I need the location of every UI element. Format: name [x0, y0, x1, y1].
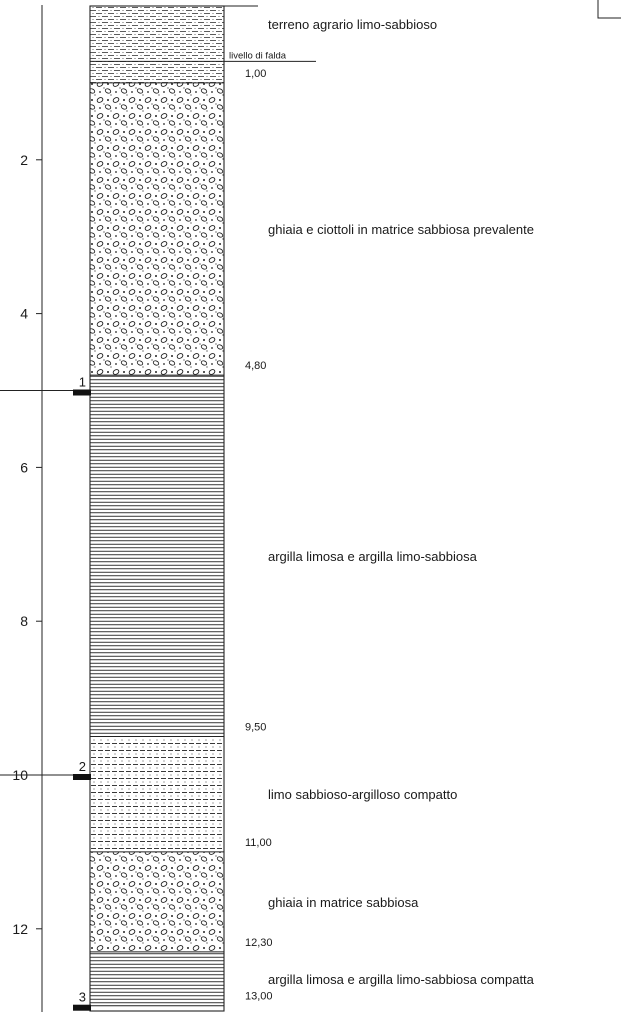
layer-description: ghiaia in matrice sabbiosa: [268, 895, 419, 910]
sample-marker: [73, 774, 91, 780]
layer-boundary-depth: 12,30: [245, 937, 273, 949]
water-table: livello di falda: [90, 50, 316, 62]
depth-tick-label: 8: [20, 613, 28, 629]
layer-description: ghiaia e ciottoli in matrice sabbiosa pr…: [268, 222, 534, 237]
depth-tick-label: 2: [20, 152, 28, 168]
sample-marker: [73, 1004, 91, 1011]
layer-boundary-depth: 1,00: [245, 68, 266, 80]
layer-boundary-depth: 13,00: [245, 991, 273, 1003]
depth-tick-label: 6: [20, 459, 28, 475]
frame-corner: [597, 0, 621, 19]
layer-boundary-depth: 4,80: [245, 360, 266, 372]
sample-label: 3: [79, 990, 86, 1005]
layer-silty-sand-fill: [90, 6, 224, 83]
sample-label: 2: [79, 759, 86, 774]
layer-boundary-depth: 11,00: [245, 837, 272, 849]
layer-description: argilla limosa e argilla limo-sabbiosa c…: [268, 972, 535, 987]
sample-label: 1: [79, 375, 86, 390]
layer-description: terreno agrario limo-sabbioso: [268, 17, 437, 32]
layer-silt-fill: [90, 736, 224, 852]
layer-boundary-depth: 9,50: [245, 722, 266, 734]
layer-clay-fill: [90, 375, 224, 737]
layer-description: argilla limosa e argilla limo-sabbiosa: [268, 549, 478, 564]
layer-labels: 1,00 terreno agrario limo-sabbioso 4,80 ghi…: [245, 17, 535, 1003]
layer-clay-fill: [90, 951, 224, 1006]
layer-gravel-fill: [90, 851, 224, 952]
layer-description: limo sabbioso-argilloso compatto: [268, 787, 457, 802]
depth-tick-label: 4: [20, 306, 28, 322]
layers: [90, 6, 224, 1007]
sample-marker: [73, 389, 91, 396]
layer-gravel-fill: [90, 82, 224, 376]
depth-tick-label: 12: [12, 921, 28, 937]
water-table-label: livello di falda: [229, 50, 287, 61]
samples: 123: [0, 375, 91, 1011]
